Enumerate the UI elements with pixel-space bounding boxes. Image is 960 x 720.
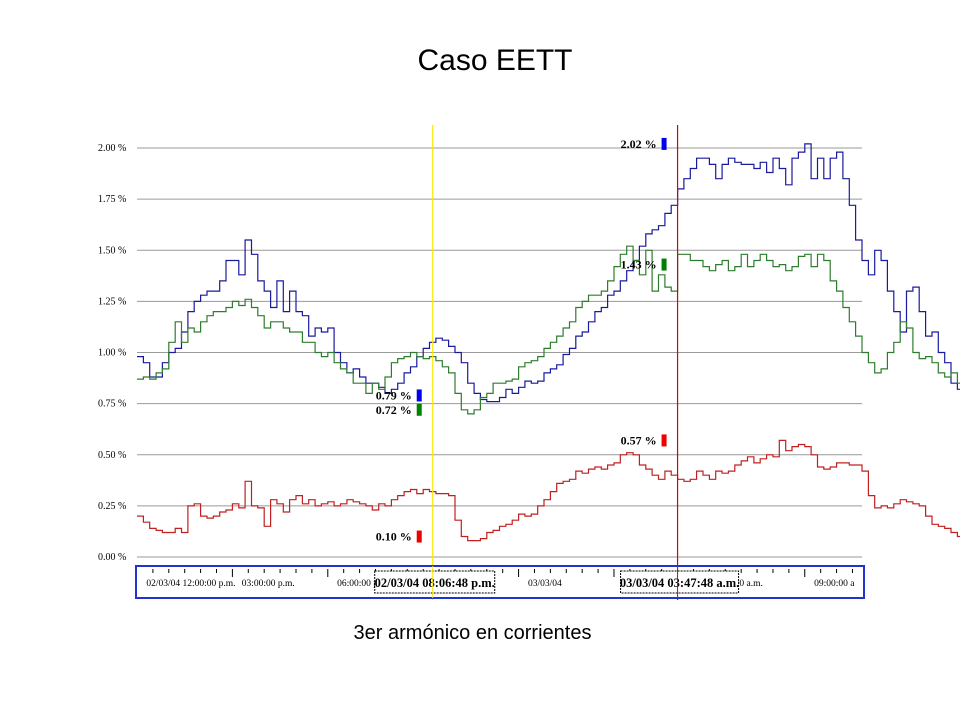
chart-title: Caso EETT	[417, 44, 573, 77]
readout-marker	[661, 137, 667, 150]
readout-label: 1.43 %	[621, 258, 657, 272]
cursor-1-time-label: 02/03/04 08:06:48 p.m.	[375, 576, 495, 590]
readout-label: 0.79 %	[376, 388, 412, 402]
series-line-1	[137, 143, 960, 403]
y-tick-label: 1.75 %	[98, 194, 126, 205]
readout-label: 0.57 %	[621, 433, 657, 447]
y-tick-label: 1.00 %	[98, 348, 126, 359]
chart-caption: 3er armónico en corrientes	[353, 622, 592, 644]
readout-marker	[416, 530, 422, 543]
readout-marker	[661, 258, 667, 271]
x-tick-label: 02/03/04 12:00:00 p.m.	[146, 579, 235, 589]
y-tick-label: 2.00 %	[98, 143, 126, 154]
y-tick-label: 1.25 %	[98, 296, 126, 307]
readout-marker	[416, 403, 422, 416]
grid-lines	[137, 147, 862, 558]
readout-label: 2.02 %	[621, 137, 657, 151]
time-bar-frame[interactable]	[135, 565, 865, 599]
y-axis-ticks: 0.00 % 0.25 % 0.50 % 0.75 % 1.00 % 1.25 % 1.50…	[98, 143, 126, 563]
x-tick-label: 09:00:00 a	[814, 579, 855, 589]
y-tick-label: 1.50 %	[98, 245, 126, 256]
x-tick-label: 06:00:00 p.	[337, 579, 380, 589]
x-tick-label: 03:00:00 p.m.	[242, 579, 295, 589]
readout-label: 0.10 %	[376, 530, 412, 544]
readout-marker	[416, 389, 422, 402]
series-lines	[137, 143, 960, 542]
y-tick-label: 0.25 %	[98, 501, 126, 512]
cursor-2-time-box[interactable]	[620, 570, 740, 594]
x-tick-label: 03/03/04	[528, 579, 562, 589]
y-tick-label: 0.75 %	[98, 399, 126, 410]
readout-marker	[661, 434, 667, 447]
y-tick-label: 0.50 %	[98, 450, 126, 461]
cursor-readouts: 2.02 % 1.43 % 0.57 % 0.79 %0.72 % 0.10 %	[376, 137, 667, 544]
series-line-3	[137, 439, 960, 542]
y-tick-label: 0.00 %	[98, 552, 126, 563]
x-tick-label: 00 a.m.	[735, 579, 763, 589]
time-axis-bar: 02/03/04 12:00:00 p.m. 03:00:00 p.m. 06:00…	[135, 565, 865, 599]
cursor-2-time-label: 03/03/04 03:47:48 a.m.	[620, 576, 739, 590]
cursor-1-time-box[interactable]	[374, 570, 496, 594]
readout-label: 0.72 %	[376, 403, 412, 417]
cursors	[432, 125, 679, 600]
series-line-2	[137, 245, 960, 415]
